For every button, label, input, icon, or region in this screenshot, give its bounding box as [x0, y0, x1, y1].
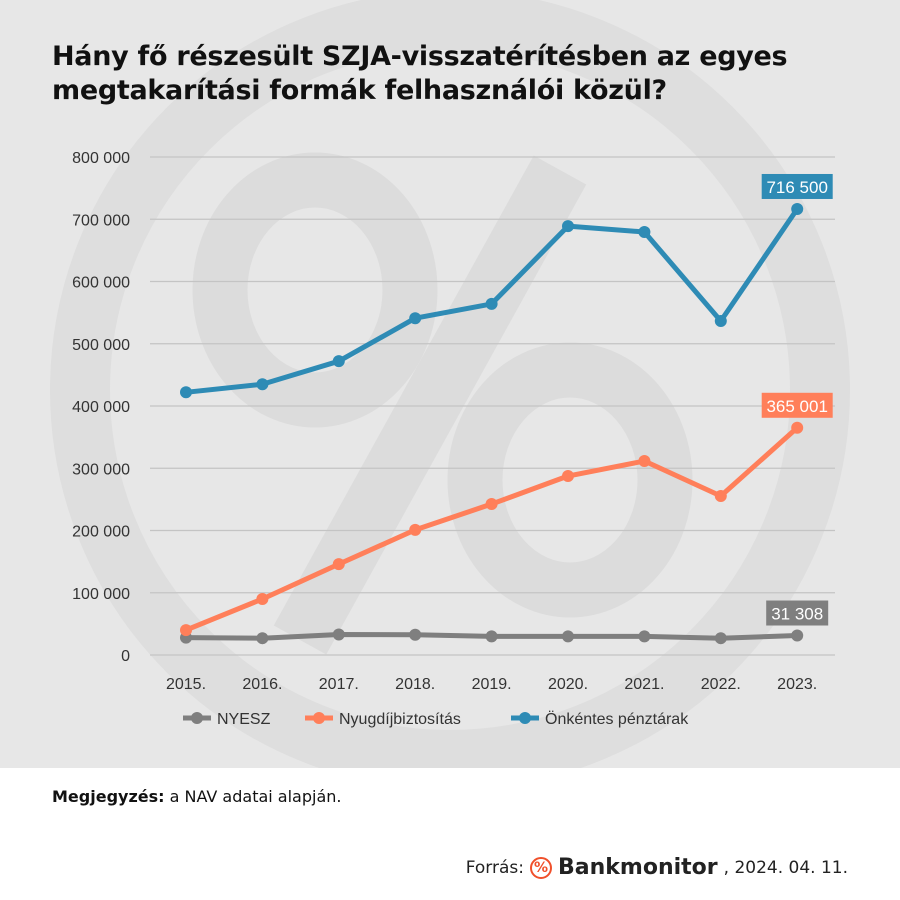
data-point-nyugd-jbiztos-t-s: [791, 421, 804, 434]
y-tick-label: 800 000: [72, 150, 130, 167]
x-tick-label: 2019.: [472, 676, 512, 693]
y-tick-label: 700 000: [72, 212, 130, 229]
legend-marker: [191, 712, 203, 724]
data-point--nk-ntes-p-nzt-rak: [332, 355, 345, 368]
x-tick-label: 2023.: [777, 676, 817, 693]
data-point-nyugd-jbiztos-t-s: [562, 470, 574, 483]
x-tick-label: 2015.: [166, 676, 206, 693]
data-point--nk-ntes-p-nzt-rak: [791, 202, 804, 215]
data-point-nyugd-jbiztos-t-s: [638, 455, 651, 468]
y-tick-label: 400 000: [72, 399, 130, 416]
end-label-box: [761, 392, 833, 418]
x-tick-label: 2016.: [242, 676, 282, 693]
note-label: Megjegyzés:: [52, 787, 165, 806]
end-label-box: [766, 600, 829, 626]
legend-marker: [519, 712, 531, 724]
data-point--nk-ntes-p-nzt-rak: [638, 226, 651, 239]
y-tick-label: 100 000: [72, 586, 130, 603]
note: Megjegyzés: a NAV adatai alapján.: [52, 787, 342, 806]
data-point--nk-ntes-p-nzt-rak: [714, 315, 727, 328]
legend-label: Nyugdíjbiztosítás: [339, 711, 461, 728]
data-point-nyugd-jbiztos-t-s: [332, 558, 345, 571]
y-tick-label: 300 000: [72, 461, 130, 478]
end-label-box: [761, 173, 833, 199]
data-point-nyugd-jbiztos-t-s: [485, 498, 498, 511]
source-label: Forrás:: [465, 857, 524, 878]
y-tick-label: 600 000: [72, 275, 130, 292]
y-tick-label: 200 000: [72, 524, 130, 541]
bankmonitor-logo-icon: %: [530, 856, 552, 879]
note-text: a NAV adatai alapján.: [164, 787, 342, 806]
y-tick-label: 500 000: [72, 337, 130, 354]
data-point-nyesz: [562, 630, 574, 643]
source-date: , 2024. 04. 11.: [723, 857, 848, 878]
x-tick-label: 2021.: [624, 676, 664, 693]
series-line-nyugd-jbiztos-t-s: [185, 425, 799, 633]
data-point--nk-ntes-p-nzt-rak: [562, 220, 574, 233]
line-chart: 0 100 000 200 000 300 000 400 000 500 000 600 …: [72, 150, 835, 728]
legend-label: Önkéntes pénztárak: [545, 710, 689, 728]
data-point-nyesz: [409, 628, 422, 641]
data-point-nyesz: [791, 629, 804, 642]
data-point--nk-ntes-p-nzt-rak: [180, 386, 192, 399]
chart-panel: Hány fő részesült SZJA-visszatérítésben …: [0, 0, 900, 768]
x-tick-label: 2017.: [319, 676, 359, 693]
data-point-nyesz: [485, 630, 498, 643]
brand-name: Bankmonitor: [558, 855, 718, 880]
chart-title: Hány fő részesült SZJA-visszatérítésben …: [52, 41, 788, 106]
x-tick-label: 2018.: [395, 676, 435, 693]
end-label: 716 500: [766, 178, 827, 197]
data-point-nyugd-jbiztos-t-s: [180, 624, 192, 637]
end-label: 365 001: [766, 397, 827, 416]
data-point-nyesz: [638, 630, 651, 643]
data-point-nyesz: [332, 628, 345, 641]
x-tick-label: 2020.: [548, 676, 588, 693]
data-point-nyesz: [714, 632, 727, 645]
end-label: 31 308: [771, 605, 823, 624]
legend-label: NYESZ: [217, 711, 271, 728]
data-point-nyugd-jbiztos-t-s: [409, 523, 422, 536]
legend-marker: [313, 712, 325, 724]
data-point--nk-ntes-p-nzt-rak: [485, 297, 498, 310]
data-point-nyugd-jbiztos-t-s: [714, 490, 727, 503]
data-point--nk-ntes-p-nzt-rak: [256, 378, 269, 391]
data-point-nyugd-jbiztos-t-s: [256, 592, 269, 605]
data-point-nyesz: [256, 632, 269, 645]
x-tick-label: 2022.: [701, 676, 741, 693]
source: Forrás: % Bankmonitor , 2024. 04. 11.: [466, 855, 848, 880]
data-point--nk-ntes-p-nzt-rak: [409, 312, 422, 325]
y-tick-label: 0: [121, 648, 130, 665]
